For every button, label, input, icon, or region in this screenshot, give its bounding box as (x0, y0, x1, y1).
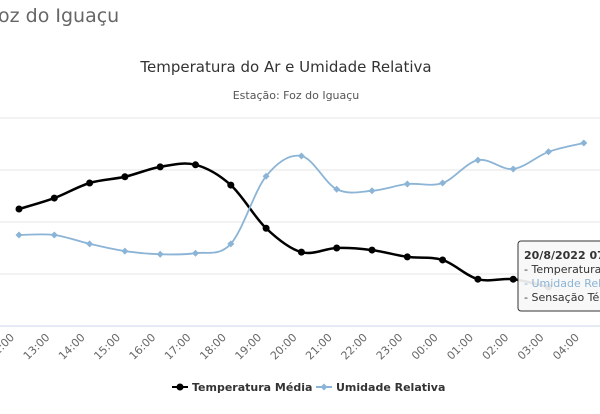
tooltip-line: - Sensação Té (524, 291, 600, 304)
x-tick-label: 00:00 (409, 331, 441, 363)
series-line (18, 162, 549, 289)
x-tick-label: 17:00 (162, 331, 194, 363)
point (156, 163, 164, 171)
tooltip-line: - Temperatura (524, 263, 600, 276)
x-tick-label: 04:00 (550, 331, 582, 363)
point (297, 152, 305, 160)
point (262, 172, 270, 180)
x-tick-label: 14:00 (56, 331, 88, 363)
x-tick-label: 12:00 (0, 331, 17, 363)
point (297, 248, 305, 256)
legend-marker (176, 383, 184, 391)
legend-label: Umidade Relativa (336, 381, 445, 394)
tooltip-box (517, 240, 600, 312)
chart-subtitle: Estação: Foz do Iguaçu (233, 89, 360, 102)
point (262, 224, 270, 232)
x-tick-label: 15:00 (91, 331, 123, 363)
point (474, 275, 482, 283)
point (50, 194, 58, 202)
point (509, 165, 517, 173)
point (368, 187, 376, 195)
tooltip: 20/8/2022 07- Temperatura- Umidade Rel- … (517, 240, 600, 312)
point (403, 253, 411, 261)
point (121, 247, 129, 255)
series-line (18, 142, 585, 256)
x-tick-label: 18:00 (197, 331, 229, 363)
point (227, 240, 235, 248)
chart-title: Temperatura do Ar e Umidade Relativa (139, 58, 431, 76)
x-tick-label: 03:00 (515, 331, 547, 363)
point (15, 231, 23, 239)
x-tick-label: 20:00 (268, 331, 300, 363)
x-tick-label: 21:00 (303, 331, 335, 363)
point (333, 244, 341, 252)
point (580, 139, 588, 147)
point (192, 161, 199, 169)
plot (15, 139, 588, 291)
point (509, 275, 517, 283)
point (227, 181, 235, 189)
point (86, 240, 94, 248)
x-tick-label: 13:00 (21, 331, 53, 363)
point (192, 249, 199, 257)
point (439, 256, 447, 264)
point (545, 148, 552, 156)
point (474, 156, 482, 164)
x-tick-label: 02:00 (480, 331, 512, 363)
tooltip-line: - Umidade Rel (524, 277, 600, 290)
tooltip-line: 20/8/2022 07 (524, 249, 600, 262)
legend: Temperatura Média Umidade Relativa (172, 381, 445, 394)
x-tick-label: 23:00 (374, 331, 406, 363)
point (439, 179, 447, 187)
x-tick-label: 01:00 (444, 331, 476, 363)
x-tick-label: 16:00 (127, 331, 159, 363)
point (50, 231, 58, 239)
point (333, 185, 341, 193)
x-tick-label: 22:00 (339, 331, 371, 363)
page-title: oz do Iguaçu (0, 5, 119, 27)
point (86, 179, 94, 187)
point (156, 250, 164, 258)
point (403, 180, 411, 188)
legend-label: Temperatura Média (192, 381, 312, 394)
legend-marker (320, 383, 328, 391)
point (121, 173, 129, 181)
point (368, 246, 376, 254)
point (15, 205, 23, 213)
x-tick-label: 19:00 (233, 331, 265, 363)
